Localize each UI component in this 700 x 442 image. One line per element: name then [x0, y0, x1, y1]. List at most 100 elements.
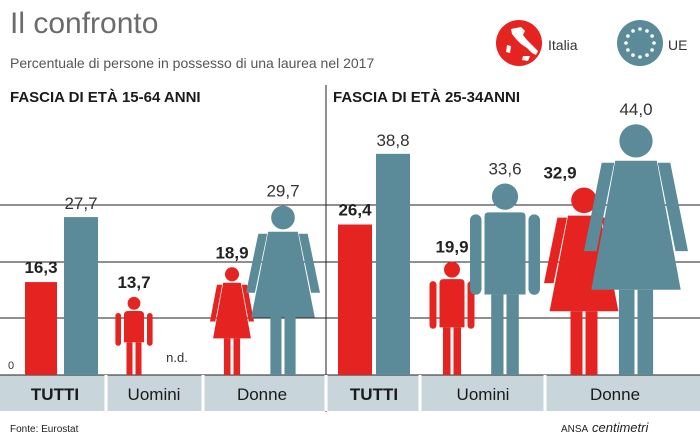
category-label-tutti-25-34: TUTTI — [350, 385, 398, 404]
figure-italia-uomini-25-34-torso — [439, 279, 465, 328]
eu-star — [652, 41, 656, 45]
figure-italia-donne-25-34-arm-left — [544, 217, 567, 284]
category-label-tutti-15-64: TUTTI — [31, 385, 79, 404]
figure-italia-uomini-25-34-arm-left — [429, 281, 437, 329]
figure-italia-uomini-15-64-torso — [124, 310, 144, 343]
value-label-italia-uomini-15-64: 13,7 — [117, 273, 150, 292]
figure-ue-donne-15-64-arm-right — [298, 233, 320, 293]
italy-map-icon — [496, 20, 542, 66]
figure-ue-donne-15-64-leg-right — [284, 317, 296, 375]
legend-label-ue: UE — [668, 37, 687, 53]
figure-ue-uomini-25-34 — [470, 183, 540, 375]
figure-italia-donne-15-64-leg-right — [233, 338, 241, 375]
eu-star — [631, 53, 635, 57]
figure-ue-uomini-25-34-leg-right — [506, 294, 519, 375]
source-note: Fonte: Eurostat — [10, 424, 79, 435]
value-label-ue-donne-25-34: 44,0 — [619, 100, 652, 119]
figure-ue-uomini-25-34-arm-right — [528, 214, 540, 295]
figure-italia-uomini-15-64 — [115, 296, 153, 375]
eu-star — [650, 48, 654, 52]
figure-italia-uomini-15-64-arm-left — [115, 312, 121, 346]
value-label-ue-tutti-25-34: 38,8 — [376, 131, 409, 150]
bar-ue-tutti-15-64 — [64, 217, 98, 375]
figure-ue-uomini-25-34-head — [491, 183, 519, 210]
figure-italia-donne-25-34-leg-left — [570, 311, 583, 375]
value-label-italia-tutti-25-34: 26,4 — [338, 201, 372, 220]
eu-star — [624, 41, 628, 45]
value-label-italia-donne-15-64: 18,9 — [215, 243, 248, 262]
category-label-donne-15-64: Donne — [237, 385, 287, 404]
figure-ue-donne-15-64-arm-left — [246, 233, 268, 293]
page-title: Il confronto — [10, 7, 158, 40]
value-label-ue-uomini-15-64: n.d. — [166, 350, 188, 365]
figure-italia-uomini-25-34-leg-right — [453, 327, 461, 375]
eu-star — [626, 48, 630, 52]
eu-star — [626, 34, 630, 38]
figure-ue-donne-25-34-dress — [591, 160, 681, 290]
eu-star — [645, 29, 649, 33]
eu-star — [645, 53, 649, 57]
figure-ue-donne-25-34-arm-left — [584, 162, 615, 252]
figure-ue-uomini-25-34-leg-left — [491, 294, 504, 375]
figure-ue-donne-15-64-dress — [251, 231, 315, 318]
eu-stars — [624, 27, 656, 59]
eu-star — [650, 34, 654, 38]
category-band-bg — [0, 375, 700, 411]
eu-stars-icon — [617, 20, 663, 66]
bar-ue-tutti-25-34 — [376, 153, 410, 375]
value-label-italia-uomini-25-34: 19,9 — [435, 238, 468, 257]
italy-shape — [506, 27, 538, 61]
value-labels: 16,3 27,7 13,7 n.d. 18,9 29,7 26,4 38,8 … — [24, 100, 652, 365]
legend: Italia UE — [496, 20, 687, 66]
figure-italia-uomini-25-34-head — [444, 261, 460, 278]
figure-italia-donne-15-64-dress — [213, 282, 251, 339]
figure-ue-donne-15-64-head — [271, 205, 295, 230]
figure-italia-donne-15-64 — [210, 267, 254, 375]
eu-star — [638, 27, 642, 31]
figure-ue-donne-25-34-arm-right — [657, 162, 688, 252]
eu-star — [631, 29, 635, 33]
figure-italia-uomini-15-64-arm-right — [147, 312, 153, 346]
value-label-ue-uomini-25-34: 33,6 — [488, 159, 521, 178]
figure-italia-donne-15-64-head — [224, 267, 240, 282]
bar-italia-tutti-15-64 — [25, 282, 57, 375]
figure-italia-uomini-25-34-leg-left — [443, 327, 451, 375]
subtitle: Percentuale di persone in possesso di un… — [10, 55, 374, 71]
figure-ue-donne-25-34-leg-left — [618, 289, 635, 375]
figure-italia-donne-15-64-arm-right — [241, 284, 254, 322]
figure-italia-uomini-15-64-leg-right — [135, 342, 142, 375]
figure-ue-donne-25-34 — [584, 124, 688, 375]
legend-item-ue: UE — [617, 20, 687, 66]
figure-italia-donne-15-64-arm-left — [210, 284, 223, 322]
value-label-italia-tutti-15-64: 16,3 — [24, 258, 57, 277]
zero-label: 0 — [8, 360, 14, 372]
credit-brand: centimetri — [592, 420, 649, 435]
panel-title-25-34: FASCIA DI ETÀ 25-34ANNI — [333, 89, 520, 106]
figure-ue-donne-15-64-leg-left — [270, 317, 282, 375]
legend-label-italia: Italia — [548, 37, 578, 53]
figure-ue-uomini-25-34-torso — [484, 212, 526, 295]
figure-italia-uomini-25-34 — [429, 261, 475, 375]
figure-italia-uomini-15-64-leg-left — [126, 342, 133, 375]
category-band — [0, 374, 700, 411]
figure-ue-donne-25-34-leg-right — [637, 289, 654, 375]
value-label-italia-donne-25-34: 32,9 — [543, 163, 576, 182]
credit-agency: ANSA — [561, 424, 589, 435]
category-label-uomini-15-64: Uomini — [128, 385, 181, 404]
value-label-ue-donne-15-64: 29,7 — [266, 182, 299, 201]
figure-italia-uomini-15-64-head — [127, 296, 141, 310]
category-label-uomini-25-34: Uomini — [457, 385, 510, 404]
legend-item-italia: Italia — [496, 20, 578, 66]
figure-italia-donne-15-64-leg-left — [223, 338, 231, 375]
eu-star — [638, 55, 642, 59]
bar-italia-tutti-25-34 — [338, 224, 372, 375]
figure-ue-donne-25-34-head — [619, 124, 653, 158]
panel-title-15-64: FASCIA DI ETÀ 15-64 ANNI — [10, 89, 201, 106]
value-label-ue-tutti-15-64: 27,7 — [64, 194, 97, 213]
figure-ue-donne-15-64 — [246, 205, 320, 375]
figure-italia-donne-25-34-leg-right — [585, 311, 598, 375]
category-label-donne-25-34: Donne — [590, 385, 640, 404]
data-marks — [25, 124, 688, 375]
figure-italia-donne-25-34-head — [571, 187, 597, 214]
